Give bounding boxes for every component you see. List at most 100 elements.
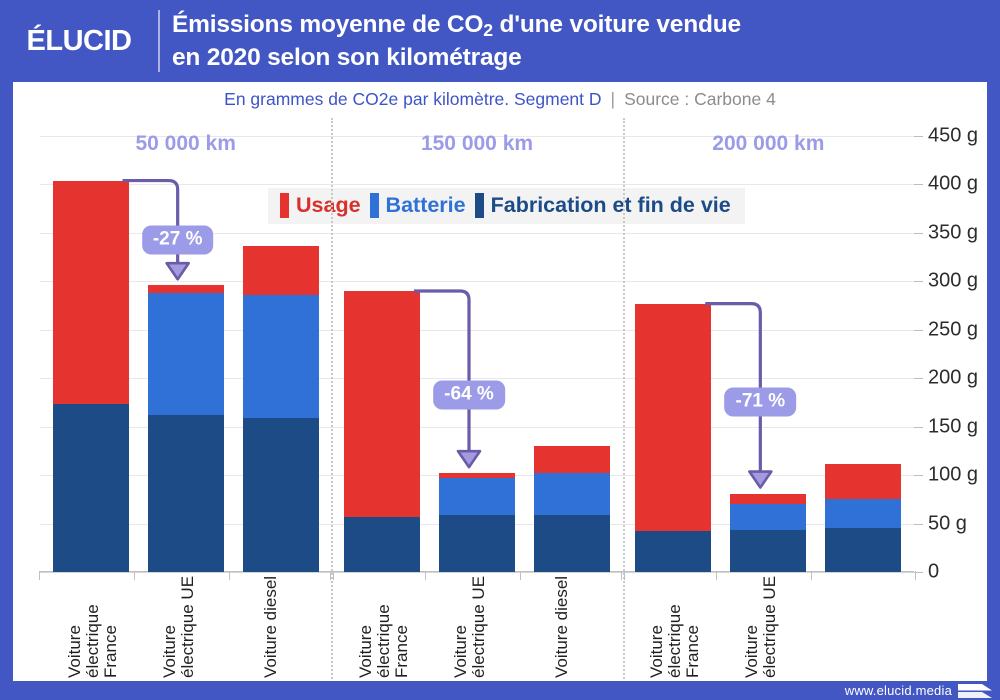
title-line1-pre: Émissions moyenne de CO bbox=[172, 11, 484, 39]
gridline-400 bbox=[40, 184, 914, 186]
bar-segment-batterie bbox=[534, 473, 611, 515]
bar-segment-fabrication bbox=[343, 516, 420, 572]
y-axis-label-100: 100 g bbox=[928, 463, 979, 486]
y-axis-label-300: 300 g bbox=[928, 269, 979, 292]
title-line1-post: d'une voiture vendue bbox=[492, 11, 741, 39]
bar-segment-batterie bbox=[147, 292, 224, 416]
group-label-3: 200 000 km bbox=[712, 132, 825, 155]
y-axis-label-0: 0 bbox=[928, 560, 940, 583]
table-row[interactable] bbox=[825, 464, 902, 572]
left-frame-bar bbox=[0, 82, 13, 681]
x-tick bbox=[716, 571, 718, 580]
bar-segment-fabrication bbox=[825, 528, 902, 572]
table-row[interactable] bbox=[439, 473, 515, 572]
y-tick-400 bbox=[914, 184, 923, 186]
x-tick bbox=[329, 571, 331, 580]
y-tick-100 bbox=[914, 475, 923, 477]
annotation-arrow-shape bbox=[122, 178, 190, 281]
table-row[interactable] bbox=[147, 285, 224, 572]
table-row[interactable] bbox=[635, 303, 712, 572]
logo-divider bbox=[158, 10, 160, 72]
logo-text: ÉLUCID bbox=[26, 24, 132, 57]
bar-segment-fabrication bbox=[534, 514, 611, 572]
footer-url[interactable]: www.elucid.media bbox=[844, 683, 952, 698]
header-bar: ÉLUCID Émissions moyenne de CO2 d'une vo… bbox=[0, 0, 1000, 82]
bar-segment-fabrication bbox=[52, 404, 129, 572]
bar-segment-usage bbox=[242, 245, 319, 295]
annotation-arrow-2: -64 % bbox=[40, 126, 914, 678]
bar-segment-usage bbox=[147, 285, 224, 293]
legend-label-batterie: Batterie bbox=[385, 193, 466, 217]
group-separator-2 bbox=[622, 118, 625, 690]
legend-item-fabrication: Fabrication et fin de vie bbox=[474, 193, 731, 218]
y-axis-label-250: 250 g bbox=[928, 318, 979, 341]
legend-item-usage: Usage bbox=[280, 193, 361, 218]
y-tick-50 bbox=[914, 523, 923, 525]
annotation-arrow-3: -71 % bbox=[40, 126, 914, 678]
footer-content: www.elucid.media bbox=[845, 681, 992, 700]
y-axis-label-400: 400 g bbox=[928, 172, 979, 195]
y-tick-200 bbox=[914, 378, 923, 380]
bar-segment-batterie bbox=[825, 499, 902, 529]
x-tick bbox=[915, 571, 917, 580]
x-tick bbox=[38, 571, 40, 580]
bar-segment-fabrication bbox=[635, 531, 712, 572]
bar-segment-fabrication bbox=[147, 415, 224, 572]
y-tick-150 bbox=[914, 426, 923, 428]
y-axis-label-50: 50 g bbox=[928, 512, 967, 535]
bar-segment-usage bbox=[730, 493, 807, 505]
legend-swatch-batterie bbox=[369, 193, 379, 218]
table-row[interactable] bbox=[52, 180, 129, 572]
group-label-1: 50 000 km bbox=[135, 132, 236, 155]
annotation-badge-2: -64 % bbox=[433, 380, 505, 410]
gridline-450 bbox=[40, 136, 914, 137]
x-tick bbox=[228, 571, 230, 580]
elucid-mark-icon bbox=[958, 684, 992, 698]
legend-item-batterie: Batterie bbox=[369, 193, 466, 218]
bar-segment-usage bbox=[825, 464, 902, 500]
bar-segment-batterie bbox=[242, 294, 319, 418]
table-row[interactable] bbox=[534, 446, 611, 572]
bar-segment-usage bbox=[534, 446, 611, 474]
table-row[interactable] bbox=[730, 493, 807, 572]
subtitle-source: Source : Carbone 4 bbox=[624, 88, 776, 109]
legend-label-fabrication: Fabrication et fin de vie bbox=[490, 193, 731, 217]
x-tick bbox=[624, 571, 626, 580]
table-row[interactable] bbox=[343, 291, 420, 572]
chart-legend: Usage Batterie Fabrication et fin de vie bbox=[268, 188, 745, 224]
annotation-badge-1: -27 % bbox=[141, 225, 214, 255]
legend-label-usage: Usage bbox=[296, 193, 361, 217]
x-tick bbox=[811, 571, 813, 580]
bar-segment-batterie bbox=[730, 504, 807, 531]
legend-swatch-fabrication bbox=[474, 193, 484, 218]
x-tick bbox=[425, 571, 426, 580]
y-tick-300 bbox=[914, 281, 923, 283]
x-tick bbox=[133, 571, 135, 580]
gridline-150 bbox=[40, 426, 914, 428]
x-tick bbox=[332, 571, 334, 580]
y-axis-label-200: 200 g bbox=[928, 366, 979, 389]
bar-segment-fabrication bbox=[242, 417, 319, 572]
subtitle-row: En grammes de CO2e par kilomètre. Segmen… bbox=[0, 82, 1000, 116]
y-tick-0 bbox=[914, 572, 923, 573]
y-axis-label-150: 150 g bbox=[928, 415, 979, 438]
subtitle-separator: | bbox=[610, 88, 616, 109]
title-line2: en 2020 selon son kilométrage bbox=[172, 43, 522, 71]
y-tick-250 bbox=[914, 329, 923, 331]
title-co2-subscript: 2 bbox=[483, 19, 493, 40]
gridline-250 bbox=[40, 329, 914, 331]
y-tick-350 bbox=[914, 232, 923, 234]
subtitle-text: En grammes de CO2e par kilomètre. Segmen… bbox=[224, 88, 602, 109]
gridline-300 bbox=[40, 281, 914, 283]
table-row[interactable] bbox=[242, 245, 319, 572]
bar-segment-usage bbox=[439, 473, 515, 479]
bar-segment-fabrication bbox=[439, 514, 515, 572]
bar-segment-fabrication bbox=[730, 530, 807, 572]
bar-segment-usage bbox=[52, 180, 129, 405]
y-tick-450 bbox=[914, 136, 923, 137]
gridline-200 bbox=[40, 378, 914, 380]
bar-segment-usage bbox=[635, 303, 712, 532]
gridline-0 bbox=[40, 572, 914, 573]
group-separator-1 bbox=[331, 118, 334, 690]
